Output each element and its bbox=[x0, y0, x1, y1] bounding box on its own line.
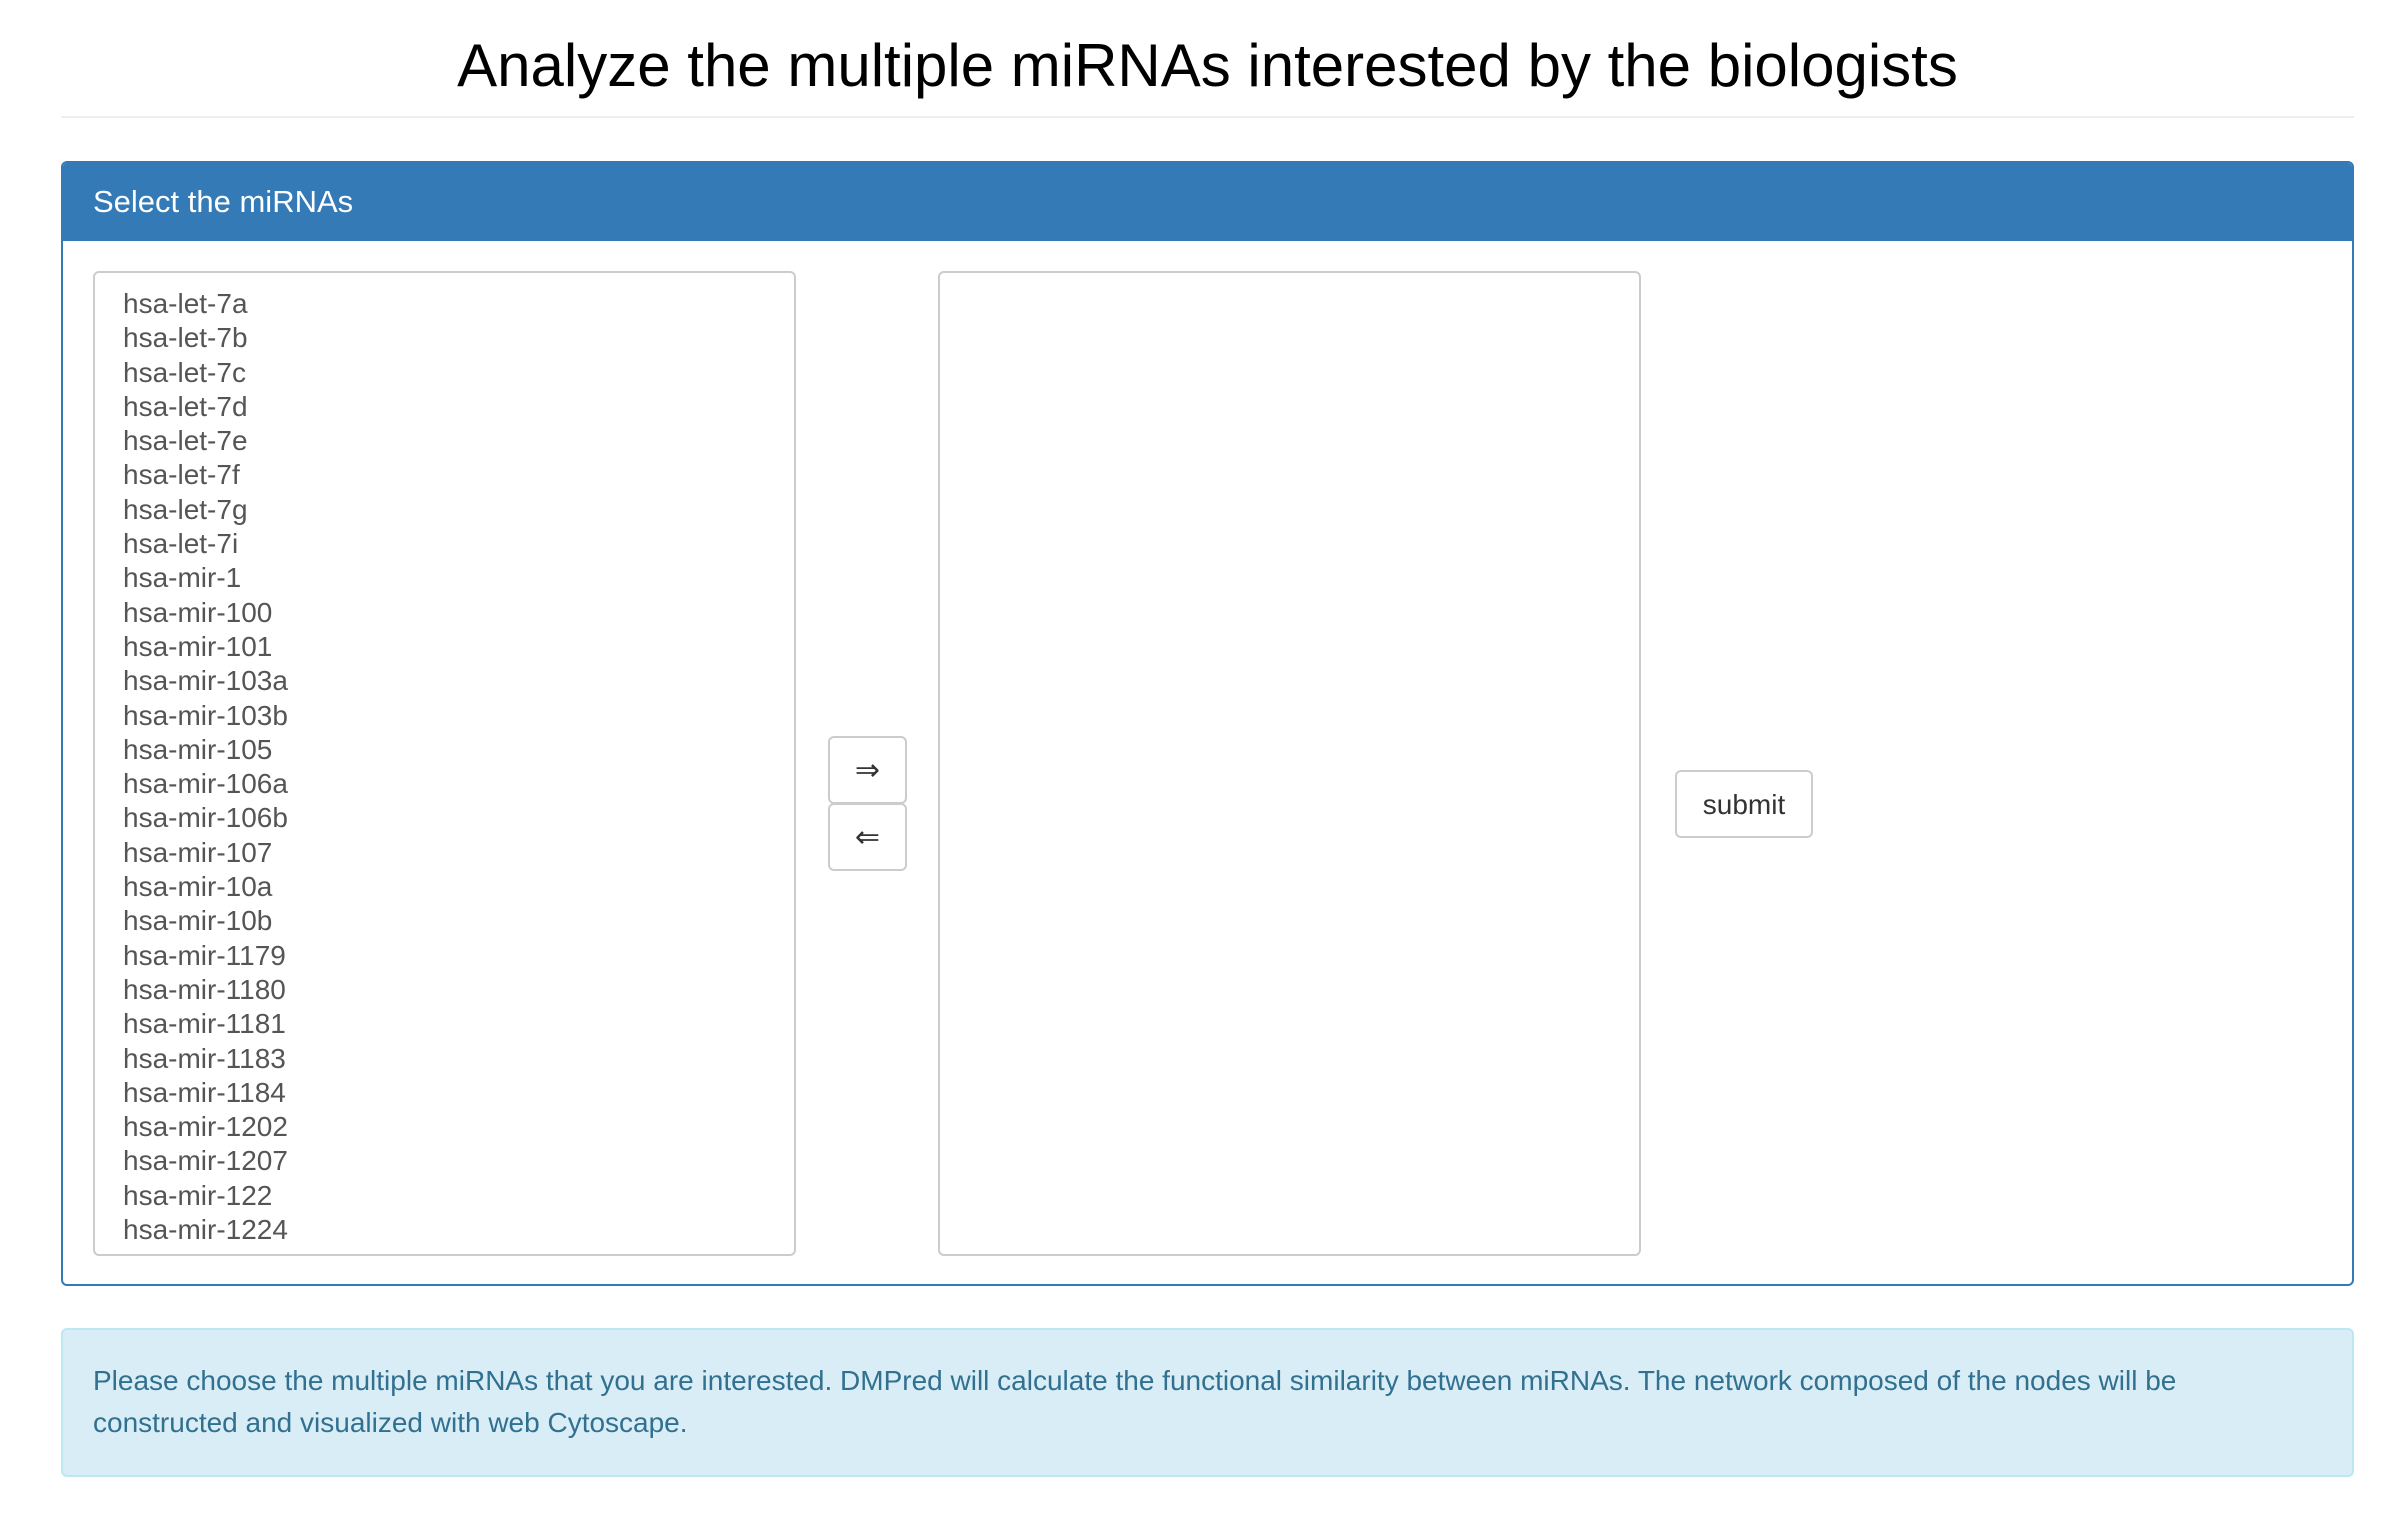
mirna-option[interactable]: hsa-mir-1179 bbox=[123, 939, 286, 971]
page-title: Analyze the multiple miRNAs interested b… bbox=[457, 32, 1958, 99]
remove-selected-button[interactable]: ⇐ bbox=[828, 803, 907, 871]
panel-heading: Select the miRNAs bbox=[63, 163, 2352, 241]
submit-button[interactable]: submit bbox=[1675, 770, 1813, 838]
mirna-option[interactable]: hsa-mir-107 bbox=[123, 836, 273, 868]
selected-mirna-list bbox=[940, 273, 1639, 287]
mirna-option[interactable]: hsa-mir-1224 bbox=[123, 1214, 288, 1246]
selected-mirna-listbox[interactable] bbox=[938, 271, 1641, 1256]
mirna-option[interactable]: hsa-mir-101 bbox=[123, 630, 273, 662]
mirna-option[interactable]: hsa-let-7f bbox=[123, 459, 240, 491]
mirna-option[interactable]: hsa-mir-1183 bbox=[123, 1042, 286, 1074]
mirna-option[interactable]: hsa-let-7i bbox=[123, 528, 239, 560]
mirna-option[interactable]: hsa-mir-103b bbox=[123, 699, 288, 731]
mirna-option[interactable]: hsa-mir-1184 bbox=[123, 1076, 286, 1108]
mirna-option[interactable]: hsa-mir-1181 bbox=[123, 1008, 286, 1040]
mirna-option[interactable]: hsa-mir-1207 bbox=[123, 1145, 288, 1177]
mirna-option[interactable]: hsa-let-7g bbox=[123, 493, 248, 525]
mirna-option[interactable]: hsa-let-7d bbox=[123, 390, 248, 422]
available-mirna-list: hsa-let-7a hsa-let-7b hsa-let-7c hsa-let-7d… bbox=[95, 273, 794, 1247]
mirna-option[interactable]: hsa-mir-10a bbox=[123, 871, 273, 903]
mirna-option[interactable]: hsa-mir-106b bbox=[123, 802, 288, 834]
add-selected-button[interactable]: ⇒ bbox=[828, 736, 907, 804]
mirna-option[interactable]: hsa-let-7a bbox=[123, 288, 248, 319]
available-mirna-listbox[interactable]: hsa-let-7a hsa-let-7b hsa-let-7c hsa-let-7d… bbox=[93, 271, 796, 1256]
mirna-option[interactable]: hsa-mir-105 bbox=[123, 733, 273, 765]
mirna-option[interactable]: hsa-mir-10b bbox=[123, 905, 273, 937]
mirna-option[interactable]: hsa-mir-1202 bbox=[123, 1111, 288, 1143]
mirna-option[interactable]: hsa-let-7e bbox=[123, 425, 248, 457]
mirna-option[interactable]: hsa-mir-1 bbox=[123, 562, 242, 594]
mirna-option[interactable]: hsa-let-7c bbox=[123, 356, 246, 388]
mirna-option[interactable]: hsa-mir-122 bbox=[123, 1179, 273, 1211]
mirna-option[interactable]: hsa-let-7b bbox=[123, 322, 248, 354]
mirna-option[interactable]: hsa-mir-100 bbox=[123, 596, 273, 628]
info-message: Please choose the multiple miRNAs that y… bbox=[61, 1328, 2354, 1477]
mirna-option[interactable]: hsa-mir-1180 bbox=[123, 973, 286, 1005]
mirna-option[interactable]: hsa-mir-103a bbox=[123, 665, 288, 697]
mirna-option[interactable]: hsa-mir-106a bbox=[123, 768, 288, 800]
page-header: Analyze the multiple miRNAs interested b… bbox=[61, 0, 2354, 118]
mirna-selection-panel: Select the miRNAs hsa-let-7a hsa-let-7b hs… bbox=[61, 161, 2354, 1286]
